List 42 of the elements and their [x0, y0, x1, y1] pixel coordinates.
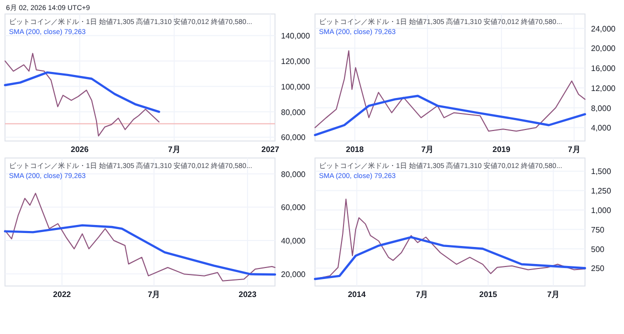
line-series	[4, 52, 160, 136]
y-tick-label: 20,000	[281, 270, 306, 279]
y-tick-label: 120,000	[281, 56, 310, 66]
line-series	[4, 224, 276, 276]
y-tick-label: 100,000	[281, 82, 310, 92]
x-tick-label: 2026	[70, 145, 90, 154]
y-tick-label: 1,500	[591, 167, 612, 176]
y-tick-label: 80,000	[281, 108, 306, 117]
y-tick-label: 4,000	[591, 124, 612, 133]
line-series	[4, 192, 276, 282]
y-tick-label: 20,000	[591, 44, 616, 54]
y-tick-label: 60,000	[281, 133, 306, 142]
y-tick-label: 8,000	[591, 104, 612, 113]
y-tick-label: 250	[591, 264, 605, 274]
y-tick-label: 40,000	[281, 236, 306, 246]
y-tick-label: 750	[591, 225, 605, 234]
y-tick-label: 80,000	[281, 170, 306, 179]
x-tick-label: 2019	[492, 145, 511, 154]
x-tick-label: 2022	[53, 290, 72, 299]
y-tick-label: 1,250	[591, 186, 612, 196]
x-tick-label: 2015	[479, 290, 498, 299]
x-tick-label: 7月	[547, 290, 560, 299]
y-tick-label: 16,000	[591, 64, 616, 74]
x-tick-label: 2027	[261, 145, 280, 154]
y-tick-label: 140,000	[281, 32, 310, 41]
x-tick-label: 7月	[168, 145, 180, 154]
y-tick-label: 24,000	[591, 24, 616, 34]
line-series	[314, 236, 586, 280]
x-tick-label: 2014	[348, 290, 366, 299]
y-tick-label: 500	[591, 244, 605, 254]
y-tick-label: 12,000	[591, 84, 616, 93]
x-tick-label: 7月	[568, 145, 580, 154]
x-tick-label: 7月	[148, 290, 160, 299]
x-tick-label: 2018	[346, 145, 364, 154]
x-tick-label: 2023	[238, 290, 257, 299]
line-series	[314, 94, 586, 136]
y-tick-label: 60,000	[281, 203, 306, 212]
line-series	[314, 50, 586, 132]
y-tick-label: 1,000	[591, 206, 612, 215]
line-series	[4, 71, 160, 113]
x-tick-label: 7月	[421, 145, 434, 154]
x-tick-label: 7月	[416, 290, 428, 299]
